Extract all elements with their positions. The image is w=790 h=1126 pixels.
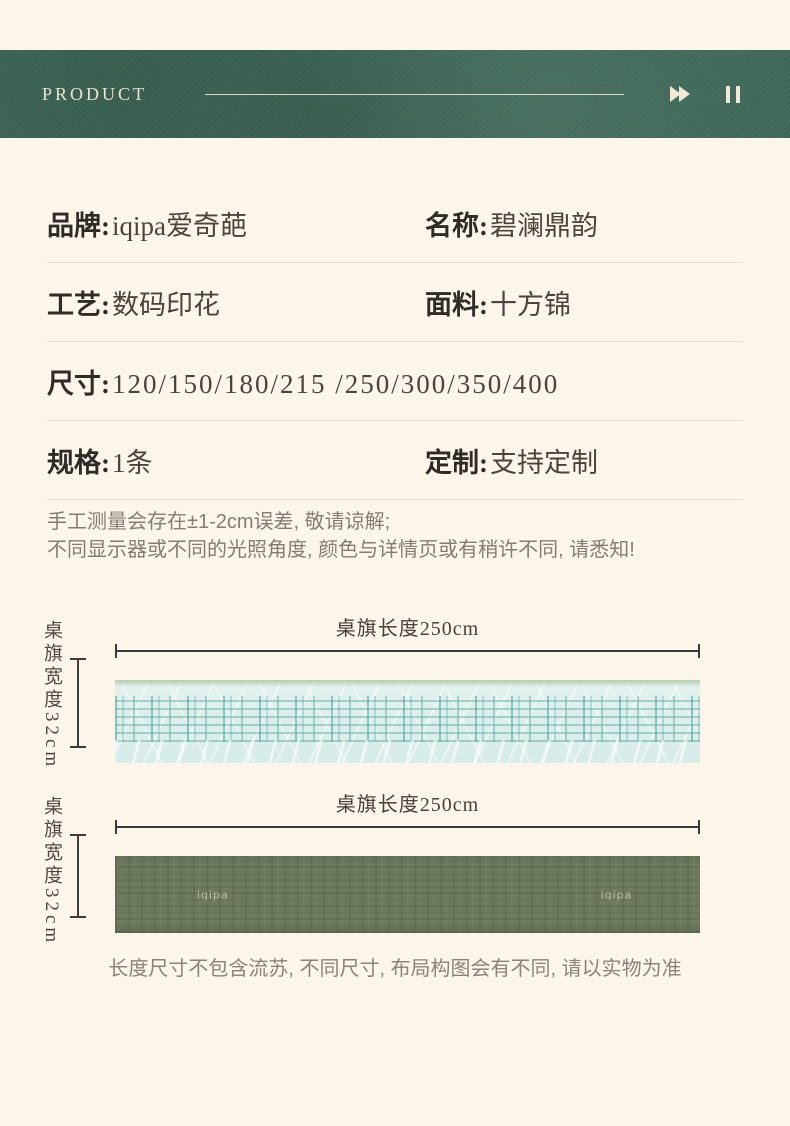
disclaimer-line-1: 手工测量会存在±1-2cm误差, 敬请谅解; [47,511,391,533]
length-dimension-line [115,820,700,834]
width-dimension-line [70,658,86,748]
spec-fabric-value: 十方锦 [490,289,571,320]
spec-name-value: 碧澜鼎韵 [490,210,598,241]
length-dimension-line [115,644,700,658]
spec-row-craft-fabric: 工艺:数码印花 面料:十方锦 [47,263,743,342]
brand-watermark: iqipa [600,888,633,901]
spec-custom-label: 定制: [425,447,488,478]
spec-sizes-value: 120/150/180/215 /250/300/350/400 [112,368,560,399]
fast-forward-icon [670,85,694,103]
length-dimension-label: 桌旗长度250cm [335,794,480,816]
spec-craft: 工艺:数码印花 [47,283,425,322]
spec-row-sizes: 尺寸:120/150/180/215 /250/300/350/400 [47,342,743,421]
footer-note: 长度尺寸不包含流苏, 不同尺寸, 布局构图会有不同, 请以实物为准 [108,958,682,980]
spec-fabric: 面料:十方锦 [425,283,743,322]
product-specs: 品牌:iqipa爱奇葩 名称:碧澜鼎韵 工艺:数码印花 面料:十方锦 尺寸:12… [47,184,743,500]
spec-quantity-label: 规格: [47,447,110,478]
spec-row-qty-custom: 规格:1条 定制:支持定制 [47,421,743,500]
header-banner: PRODUCT [0,50,790,138]
runner-image-teal [115,680,700,763]
spec-craft-label: 工艺: [47,289,110,320]
measurement-disclaimer: 手工测量会存在±1-2cm误差, 敬请谅解; 不同显示器或不同的光照角度, 颜色… [47,508,747,564]
width-dimension-group: 桌旗宽度32cm [40,796,86,946]
spec-brand-label: 品牌: [47,210,110,241]
spec-name: 名称:碧澜鼎韵 [425,204,743,243]
spec-custom: 定制:支持定制 [425,441,743,480]
spec-quantity: 规格:1条 [47,441,425,480]
header-divider-line [205,93,624,95]
spec-sizes: 尺寸:120/150/180/215 /250/300/350/400 [47,362,743,401]
width-dimension-label: 桌旗宽度32cm [41,796,62,947]
runner-image-olive: iqipa iqipa [115,856,700,933]
width-dimension-line [70,834,86,918]
spec-custom-value: 支持定制 [490,447,598,478]
spec-sizes-label: 尺寸: [47,368,110,399]
width-dimension-label: 桌旗宽度32cm [41,620,62,771]
width-dimension-group: 桌旗宽度32cm [40,620,86,770]
spec-brand: 品牌:iqipa爱奇葩 [47,204,425,243]
spec-quantity-value: 1条 [112,447,153,478]
pause-icon [720,85,740,103]
length-dimension-label: 桌旗长度250cm [335,618,480,640]
spec-brand-value: iqipa爱奇葩 [112,210,247,241]
disclaimer-line-2: 不同显示器或不同的光照角度, 颜色与详情页或有稍许不同, 请悉知! [47,539,635,561]
spec-fabric-label: 面料: [425,289,488,320]
spec-name-label: 名称: [425,210,488,241]
spec-row-brand-name: 品牌:iqipa爱奇葩 名称:碧澜鼎韵 [47,184,743,263]
header-title: PRODUCT [42,83,148,104]
brand-watermark: iqipa [196,888,229,901]
spec-craft-value: 数码印花 [112,289,220,320]
